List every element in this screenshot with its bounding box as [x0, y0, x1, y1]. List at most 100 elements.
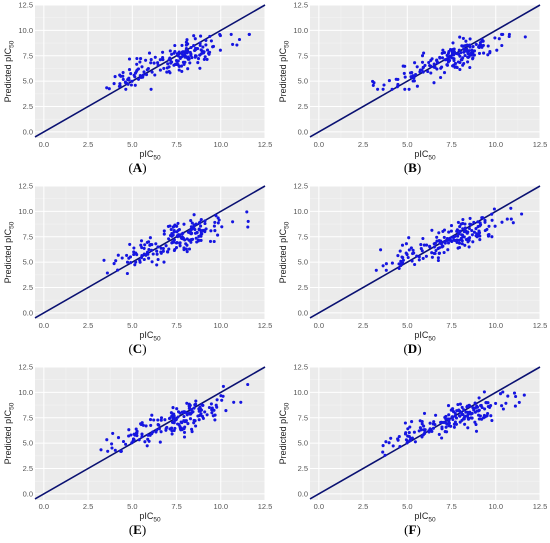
panel-label-letter: F: [408, 522, 417, 537]
data-point: [442, 71, 447, 75]
data-point: [513, 404, 517, 408]
data-point: [451, 415, 455, 419]
data-point: [412, 430, 416, 434]
x-tick-label: 10.0: [488, 321, 503, 330]
data-point: [486, 44, 490, 48]
data-point: [430, 429, 434, 433]
data-point: [150, 70, 154, 74]
data-point: [387, 79, 391, 83]
data-point: [433, 251, 437, 256]
data-point: [151, 252, 155, 256]
data-point: [158, 68, 162, 72]
data-point: [427, 60, 431, 65]
data-point: [156, 245, 160, 249]
data-point: [504, 401, 508, 405]
data-point: [401, 256, 405, 260]
data-point: [436, 256, 440, 260]
data-point: [477, 413, 481, 417]
panel-label: (A): [128, 160, 147, 175]
data-point: [474, 227, 478, 231]
data-point: [460, 58, 464, 62]
data-point: [396, 254, 400, 258]
y-tick-label: 12.5: [293, 182, 308, 191]
data-point: [410, 420, 414, 424]
data-point: [203, 230, 207, 234]
data-point: [213, 418, 217, 422]
data-point: [455, 52, 459, 56]
data-point: [408, 71, 413, 75]
data-point: [172, 51, 176, 55]
data-point: [452, 425, 456, 429]
data-point: [420, 60, 425, 64]
data-point: [179, 420, 183, 424]
data-point: [168, 233, 173, 238]
data-point: [161, 56, 165, 60]
y-tick-label: 7.5: [23, 232, 33, 241]
identity-reference-line: [309, 185, 541, 319]
data-point: [463, 53, 467, 58]
y-axis-title-subscript: 50: [284, 40, 291, 48]
data-point: [483, 218, 487, 222]
data-point: [170, 241, 174, 245]
data-point: [153, 55, 157, 59]
data-point: [170, 52, 174, 56]
data-point: [381, 444, 385, 448]
data-point: [167, 65, 171, 69]
data-point: [165, 250, 170, 254]
data-point: [495, 48, 499, 52]
data-point: [441, 229, 445, 233]
data-point: [147, 240, 151, 244]
data-point: [458, 67, 462, 72]
data-point: [186, 57, 190, 61]
data-point: [207, 405, 211, 410]
data-point: [479, 43, 483, 47]
data-point: [112, 262, 116, 266]
data-point: [490, 218, 494, 222]
data-point: [156, 423, 160, 427]
data-point: [200, 403, 204, 407]
data-point: [401, 258, 405, 262]
data-point: [382, 83, 386, 87]
data-point: [497, 37, 501, 41]
x-tick-label: 10.0: [213, 321, 228, 330]
scatter-panel-a: 0.0 2.5 5.0 7.5 10.0 12.5 0.0 2.5 5.0 7.5 10.0 12.5…: [0, 0, 275, 181]
data-point: [193, 227, 197, 232]
data-point: [177, 68, 181, 72]
y-tick-label: 7.5: [23, 413, 33, 422]
data-point: [488, 51, 492, 55]
data-point: [432, 65, 436, 69]
data-point: [439, 75, 443, 80]
data-point: [454, 422, 459, 426]
data-point: [150, 260, 154, 264]
data-point: [156, 257, 160, 262]
panel-label: (E): [128, 522, 147, 537]
data-point: [391, 444, 395, 448]
data-point: [112, 82, 116, 86]
data-point: [422, 243, 426, 247]
data-point: [421, 256, 425, 260]
data-point: [403, 75, 407, 79]
data-point: [486, 53, 490, 57]
data-point: [178, 242, 182, 246]
data-point: [212, 239, 216, 244]
x-tick-label: 12.5: [533, 502, 548, 511]
data-point: [174, 418, 178, 422]
data-point: [381, 450, 385, 454]
x-tick-label: 7.5: [171, 502, 181, 511]
data-point: [422, 411, 427, 415]
x-tick-label: 7.5: [446, 140, 456, 149]
data-point: [397, 435, 401, 439]
data-point: [379, 248, 383, 252]
data-point: [124, 81, 128, 85]
data-point: [168, 427, 172, 431]
data-point: [468, 65, 472, 70]
y-axis-title: Predicted pIC50: [278, 402, 291, 464]
y-tick-label: 10.0: [18, 388, 33, 397]
data-point: [179, 64, 184, 68]
data-point: [149, 61, 153, 65]
data-point: [477, 396, 481, 400]
data-point: [105, 271, 109, 275]
data-point: [237, 37, 242, 42]
data-point: [132, 246, 136, 250]
data-point: [138, 260, 142, 264]
